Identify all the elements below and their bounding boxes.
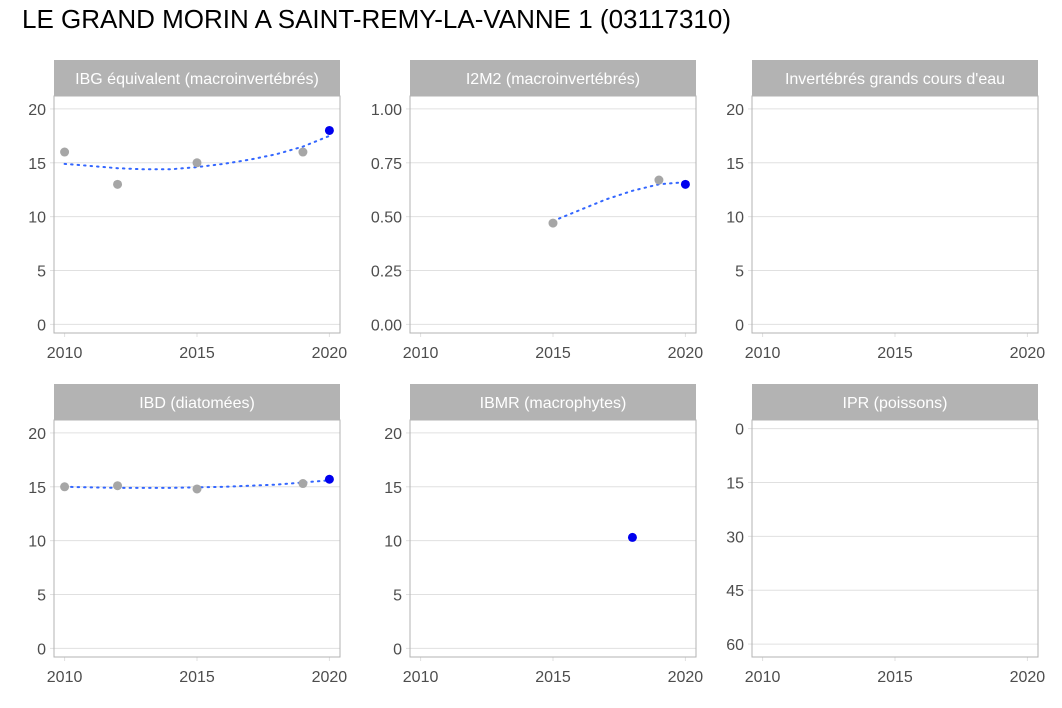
data-point [548, 218, 558, 228]
y-tick-label: 0.75 [371, 156, 402, 173]
panel-border [751, 419, 1039, 658]
y-tick-label: 5 [735, 264, 744, 281]
latest-data-point [324, 474, 334, 484]
y-tick-label: 45 [726, 583, 744, 600]
y-tick-label: 15 [726, 156, 744, 173]
y-tick-label: 5 [37, 264, 46, 281]
x-tick-label: 2015 [877, 669, 913, 686]
data-point [298, 147, 308, 157]
facet-panel-5: IBMR (macrophytes) 0 5 10 15 20 2010 2015 2020 [384, 384, 703, 686]
data-point [654, 175, 664, 185]
facet-strip [752, 384, 1038, 420]
x-tick-label: 2010 [745, 669, 781, 686]
data-point [113, 179, 123, 189]
y-tick-label: 30 [726, 529, 744, 546]
panel-border [53, 419, 341, 658]
y-tick-label: 0 [37, 641, 46, 658]
y-tick-label: 5 [37, 588, 46, 605]
y-tick-label: 10 [28, 210, 46, 227]
y-tick-label: 0 [735, 317, 744, 334]
data-point [113, 481, 123, 491]
facet-strip [410, 384, 696, 420]
y-tick-label: 10 [384, 534, 402, 551]
facet-panel-2: I2M2 (macroinvertébrés) 0.00 0.25 0.50 0.75 1… [371, 60, 703, 362]
trend-line [552, 181, 687, 222]
facet-strip [54, 384, 340, 420]
x-tick-label: 2020 [312, 669, 348, 686]
y-tick-label: 15 [384, 480, 402, 497]
y-tick-label: 0 [735, 422, 744, 439]
x-tick-label: 2020 [1010, 345, 1046, 362]
x-tick-label: 2020 [668, 669, 704, 686]
y-tick-label: 0 [393, 641, 402, 658]
y-tick-label: 0.50 [371, 210, 402, 227]
facet-title: IBMR (macrophytes) [480, 395, 627, 412]
latest-data-point [680, 179, 690, 189]
facet-panel-4: IBD (diatomées) 0 5 10 15 20 2010 2015 2020 [28, 384, 347, 686]
facet-strip [410, 60, 696, 96]
y-tick-label: 15 [28, 156, 46, 173]
y-tick-label: 10 [726, 210, 744, 227]
x-tick-label: 2015 [535, 345, 571, 362]
x-tick-label: 2010 [47, 345, 83, 362]
y-tick-label: 10 [28, 534, 46, 551]
x-tick-label: 2015 [179, 669, 215, 686]
facet-panel-3: Invertébrés grands cours d'eau0510152020… [726, 60, 1045, 362]
facet-panel-1: IBG équivalent (macroinvertébrés) 0 5 10 15 2… [28, 60, 347, 362]
x-tick-label: 2020 [668, 345, 704, 362]
facet-title: Invertébrés grands cours d'eau [785, 71, 1005, 88]
panel-border [53, 95, 341, 334]
x-tick-label: 2020 [1010, 669, 1046, 686]
facet-strip [54, 60, 340, 96]
y-tick-label: 5 [393, 588, 402, 605]
x-tick-label: 2015 [877, 345, 913, 362]
trend-line [63, 134, 331, 171]
y-tick-label: 20 [384, 426, 402, 443]
facet-title: IBG équivalent (macroinvertébrés) [75, 71, 319, 88]
x-tick-label: 2015 [535, 669, 571, 686]
panel-border [409, 419, 697, 658]
data-point [60, 147, 70, 157]
facet-title: IBD (diatomées) [139, 395, 255, 412]
y-tick-label: 60 [726, 637, 744, 654]
y-tick-label: 15 [28, 480, 46, 497]
latest-data-point [324, 125, 334, 135]
y-tick-label: 20 [28, 102, 46, 119]
y-tick-label: 20 [726, 102, 744, 119]
x-tick-label: 2010 [745, 345, 781, 362]
x-tick-label: 2015 [179, 345, 215, 362]
page-title: LE GRAND MORIN A SAINT-REMY-LA-VANNE 1 (… [22, 4, 731, 34]
y-tick-label: 0.25 [371, 264, 402, 281]
panel-border [751, 95, 1039, 334]
facet-title: I2M2 (macroinvertébrés) [466, 71, 640, 88]
y-tick-label: 20 [28, 426, 46, 443]
panel-border [409, 95, 697, 334]
facet-title: IPR (poissons) [843, 395, 948, 412]
data-point [60, 482, 70, 492]
x-tick-label: 2020 [312, 345, 348, 362]
x-tick-label: 2010 [47, 669, 83, 686]
data-point [192, 484, 202, 494]
x-tick-label: 2010 [403, 345, 439, 362]
y-tick-label: 1.00 [371, 102, 402, 119]
latest-data-point [627, 532, 637, 542]
y-tick-label: 0 [37, 317, 46, 334]
y-tick-label: 15 [726, 475, 744, 492]
facet-strip [752, 60, 1038, 96]
x-tick-label: 2010 [403, 669, 439, 686]
y-tick-label: 0.00 [371, 317, 402, 334]
data-point [298, 479, 308, 489]
data-point [192, 158, 202, 168]
